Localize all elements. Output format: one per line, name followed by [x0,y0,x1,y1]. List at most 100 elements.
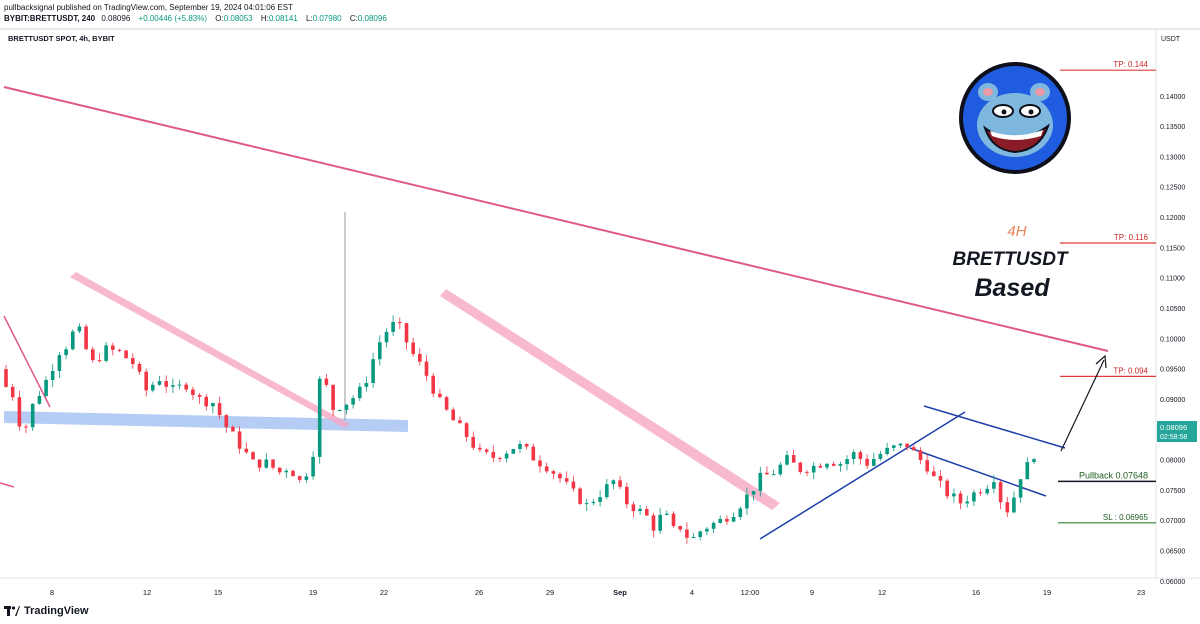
candle-body [765,472,769,475]
candle-body [97,360,102,362]
candle-body [484,449,489,452]
candle-body [284,470,289,473]
flag-upper-line [923,405,1066,449]
candle-body [177,384,182,386]
candle-body [224,415,229,428]
published-info: pullbacksignal published on TradingView.… [4,3,293,12]
candle-body [691,537,696,538]
candle-body [297,476,302,480]
candle-body [111,345,115,350]
projection-arrow [1060,359,1105,452]
candle-body [905,443,909,448]
candle-body [885,447,889,454]
candle-body [718,518,722,523]
candle-body [131,358,135,364]
candle-body [324,378,329,385]
candle-body [104,345,108,361]
candle-body [371,359,375,383]
candle-body [551,471,556,474]
downtrend-band-2 [440,289,780,510]
candle-body [625,486,629,505]
candle-body [1032,459,1036,462]
candle-body [171,385,175,387]
candle-body [952,493,956,497]
high-label: H: [260,14,269,23]
candle-body [471,437,475,448]
target-levels: TP: 0.144 TP: 0.116 TP: 0.094 Pullback 0.07… [1058,60,1156,524]
low-label: L: [306,14,313,23]
candle-body [705,528,709,532]
current-price-countdown: 02:58:58 [1160,434,1187,441]
candle-body [504,453,509,459]
candle-body [591,501,596,504]
candle-body [998,482,1003,503]
y-tick-label: 0.12500 [1160,185,1185,192]
tag-annotation: Based [974,274,1050,302]
candle-body [524,444,529,447]
y-tick-label: 0.14000 [1160,94,1185,101]
candle-body [564,478,569,482]
candle-body [137,364,142,372]
price-chart[interactable]: BRETTUSDT SPOT, 4h, BYBIT USDT 0.14000 0.… [0,28,1200,602]
y-tick-label: 0.11500 [1160,245,1185,252]
candle-body [117,349,122,351]
candle-body [745,494,749,509]
rising-channel-line [759,411,966,540]
candle-body [217,403,222,416]
candle-body [204,396,208,407]
candle-body [444,397,449,410]
candle-body [124,350,128,359]
candle-body [938,476,943,481]
x-tick-label: 12 [878,588,886,597]
candle-body [825,463,829,468]
candle-body [77,326,82,332]
candle-body [24,426,28,428]
candle-body [10,386,15,398]
candle-body [678,526,682,530]
tradingview-logo[interactable]: TradingView [4,605,89,617]
candle-body [344,404,349,410]
candle-body [598,497,602,502]
candle-body [658,514,662,531]
candle-body [972,492,976,502]
open-value: 0.08053 [223,14,253,23]
time-axis[interactable]: 8 12 15 19 22 26 29 Sep 4 12:00 9 12 16 19 23 [50,588,1145,597]
candle-body [818,465,823,468]
x-tick-label: 16 [972,588,980,597]
timeframe-annotation: 4H [1007,223,1026,240]
candle-body [271,459,275,468]
candle-body [164,381,168,387]
y-tick-label: 0.07500 [1160,488,1185,495]
support-zone [4,411,408,432]
y-tick-label: 0.11000 [1160,276,1185,283]
candle-body [685,529,689,538]
x-tick-label: 23 [1137,588,1145,597]
candle-body [64,349,68,356]
pepe-logo-icon [959,62,1071,174]
candle-body [645,508,649,516]
candle-body [611,480,616,485]
candle-body [157,381,162,385]
tradingview-icon [4,605,20,616]
candle-body [992,482,996,489]
candle-body [317,378,322,457]
y-tick-label: 0.08000 [1160,458,1185,465]
candle-body [418,354,422,362]
x-tick-label: 22 [380,588,388,597]
candle-body [965,501,969,504]
level-label: SL : 0.06965 [1103,513,1149,522]
candle-body [925,460,929,472]
candle-body [985,488,989,494]
candle-body [578,488,582,504]
y-tick-label: 0.13500 [1160,124,1185,131]
ohlc-line: BYBIT:BRETTUSDT, 240 0.08096 +0.00446 (+… [4,14,393,23]
open-label: O: [215,14,224,23]
candle-body [304,476,309,480]
close-label: C: [349,14,358,23]
candle-body [211,403,215,407]
high-value: 0.08141 [268,14,298,23]
y-tick-label: 0.09000 [1160,397,1185,404]
candle-body [898,443,903,446]
current-price-badge: 0.08096 02:58:58 [1157,421,1197,442]
candle-body [404,323,409,343]
